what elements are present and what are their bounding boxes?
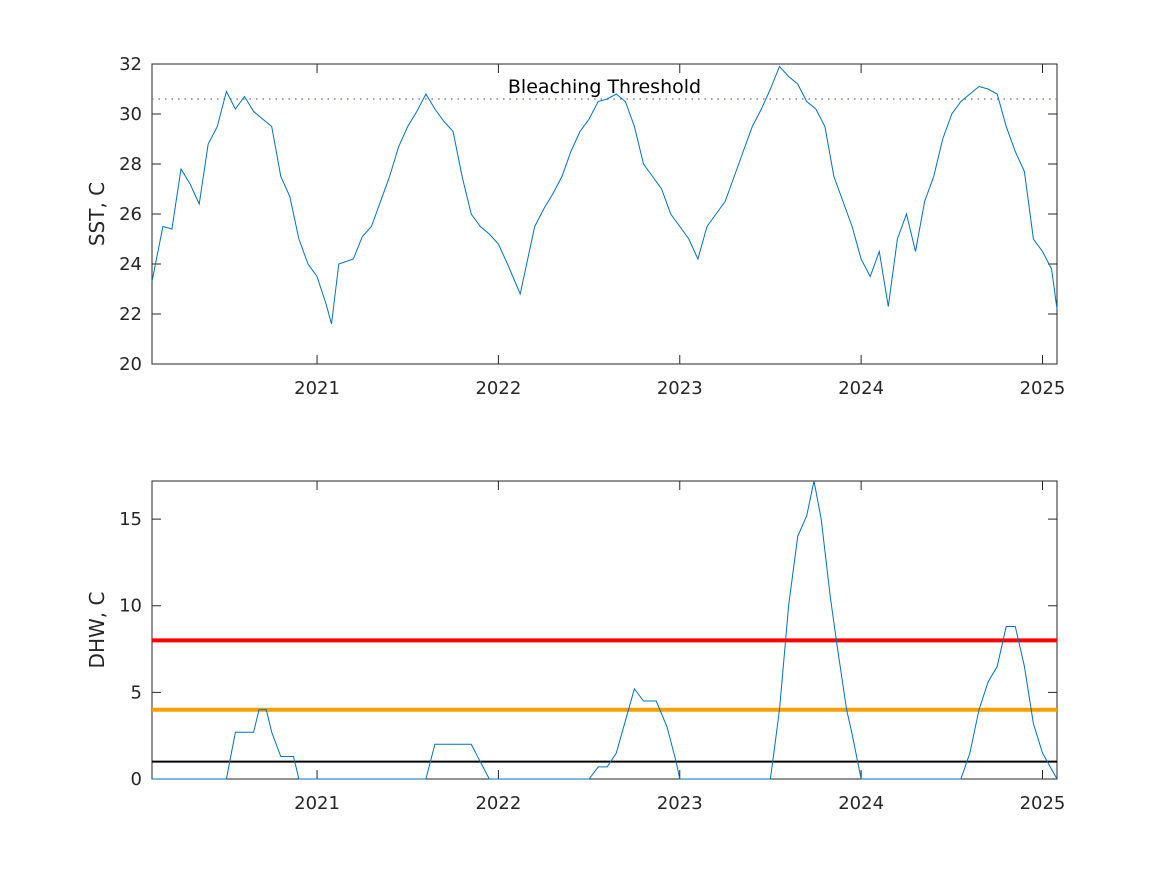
dhw-y-tick-label: 0 <box>131 769 142 790</box>
bleaching-threshold-label: Bleaching Threshold <box>508 76 701 98</box>
dhw-x-tick-label: 2025 <box>1020 793 1066 814</box>
sst-y-tick-label: 32 <box>119 54 142 75</box>
dhw-y-tick-label: 10 <box>119 596 142 617</box>
sst-y-axis-label: SST, C <box>85 182 109 246</box>
sst-x-tick-label: 2023 <box>657 378 703 399</box>
sst-x-tick-label: 2022 <box>475 378 521 399</box>
dhw-y-axis-label: DHW, C <box>85 592 109 669</box>
sst-y-tick-label: 28 <box>119 154 142 175</box>
sst-x-tick-label: 2025 <box>1020 378 1066 399</box>
sst-x-tick-label: 2024 <box>838 378 884 399</box>
dhw-x-tick-label: 2023 <box>657 793 703 814</box>
dhw-chart: 2021 2022 2023 2024 2025 0 5 10 15 DHW, C <box>85 480 1065 814</box>
dhw-reference-lines <box>152 638 1057 763</box>
dhw-axes-frame <box>151 480 1058 780</box>
sst-x-tick-label: 2021 <box>294 378 340 399</box>
sst-y-tick-label: 22 <box>119 304 142 325</box>
dhw-x-tick-label: 2021 <box>294 793 340 814</box>
dhw-y-tick-label: 5 <box>131 682 142 703</box>
dhw-y-tick-label: 15 <box>119 509 142 530</box>
sst-y-tick-label: 30 <box>119 104 142 125</box>
dhw-x-tick-label: 2024 <box>838 793 884 814</box>
sst-y-tick-label: 24 <box>119 254 142 275</box>
dhw-series-line <box>152 480 1058 780</box>
dhw-x-tick-label: 2022 <box>475 793 521 814</box>
sst-y-tick-label: 20 <box>119 354 142 375</box>
sst-y-tick-label: 26 <box>119 204 142 225</box>
sst-series-line <box>151 65 1058 325</box>
dhw-ticks: 2021 2022 2023 2024 2025 0 5 10 15 <box>119 481 1065 814</box>
